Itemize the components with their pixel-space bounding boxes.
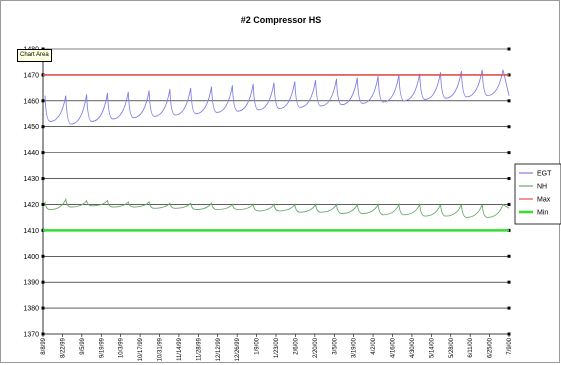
gridline-marker: [507, 47, 511, 51]
chart-area-tooltip: Chart Area: [17, 49, 52, 62]
x-tick-label: 2/20/00: [313, 337, 319, 358]
legend-label-max: Max: [537, 197, 551, 204]
gridline-marker: [507, 177, 511, 181]
x-tick-label: 1/23/00: [274, 337, 280, 358]
x-tick-label: 11/14/99: [177, 337, 183, 361]
legend-label-nh: NH: [537, 184, 547, 191]
y-tick-label: 1410: [23, 228, 39, 235]
x-tick-label: 12/26/99: [235, 337, 241, 361]
legend-label-min: Min: [537, 210, 548, 217]
legend-label-egt: EGT: [537, 171, 552, 178]
y-tick-label: 1470: [23, 72, 39, 79]
x-tick-label: 4/2/00: [371, 337, 377, 354]
gridline-marker: [507, 202, 511, 206]
gridline-marker: [507, 280, 511, 284]
y-tick-label: 1420: [23, 202, 39, 209]
x-tick-label: 10/31/99: [158, 337, 164, 361]
gridline-marker: [507, 151, 511, 155]
y-tick-label: 1440: [23, 150, 39, 157]
x-tick-label: 9/19/99: [99, 337, 105, 358]
legend-box: [514, 163, 561, 225]
legend[interactable]: EGT NH Max Min: [514, 163, 561, 225]
y-tick-label: 1400: [23, 254, 39, 261]
x-tick-label: 9/5/99: [80, 337, 86, 354]
chart-title: #2 Compressor HS: [241, 15, 322, 25]
x-tick-label: 8/22/99: [60, 337, 66, 358]
x-tick-label: 5/28/00: [449, 337, 455, 358]
y-tick-label: 1380: [23, 306, 39, 313]
gridlines: [41, 47, 511, 336]
series-line-egt: [44, 69, 510, 125]
x-tick-label: 8/8/99: [41, 337, 47, 354]
gridline-marker: [507, 125, 511, 129]
y-axis: 1370 1380 1390 1400 1410 1420 1430 1440 1450 1460…: [23, 47, 39, 339]
x-tick-label: 10/3/99: [119, 337, 125, 358]
x-tick-label: 4/30/00: [410, 337, 416, 358]
series-line-nh: [44, 197, 510, 218]
x-tick-label: 6/11/00: [468, 337, 474, 357]
x-tick-label: 4/16/00: [391, 337, 397, 358]
x-tick-label: 2/6/00: [293, 337, 299, 354]
x-tick-label: 5/14/00: [429, 337, 435, 358]
x-tick-label: 10/17/99: [138, 337, 144, 361]
y-tick-label: 1390: [23, 280, 39, 287]
x-tick-label: 3/5/00: [332, 337, 338, 354]
gridline-marker: [507, 254, 511, 258]
x-tick-label: 3/19/00: [352, 337, 358, 358]
x-tick-label: 7/9/00: [507, 337, 513, 354]
plot-series: [43, 69, 510, 232]
y-tick-label: 1450: [23, 124, 39, 131]
x-tick-label: 11/28/99: [196, 337, 202, 361]
x-tick-label: 6/25/00: [488, 337, 494, 358]
x-tick-label: 1/9/00: [255, 337, 261, 354]
y-tick-label: 1430: [23, 176, 39, 183]
y-tick-label: 1460: [23, 98, 39, 105]
x-axis: 8/8/99 8/22/99 9/5/99 9/19/99 10/3/99 10/17/9…: [41, 334, 513, 361]
gridline-marker: [507, 306, 511, 310]
x-tick-label: 12/12/99: [216, 337, 222, 361]
gridline-marker: [507, 99, 511, 103]
y-tick-label: 1370: [23, 332, 39, 339]
